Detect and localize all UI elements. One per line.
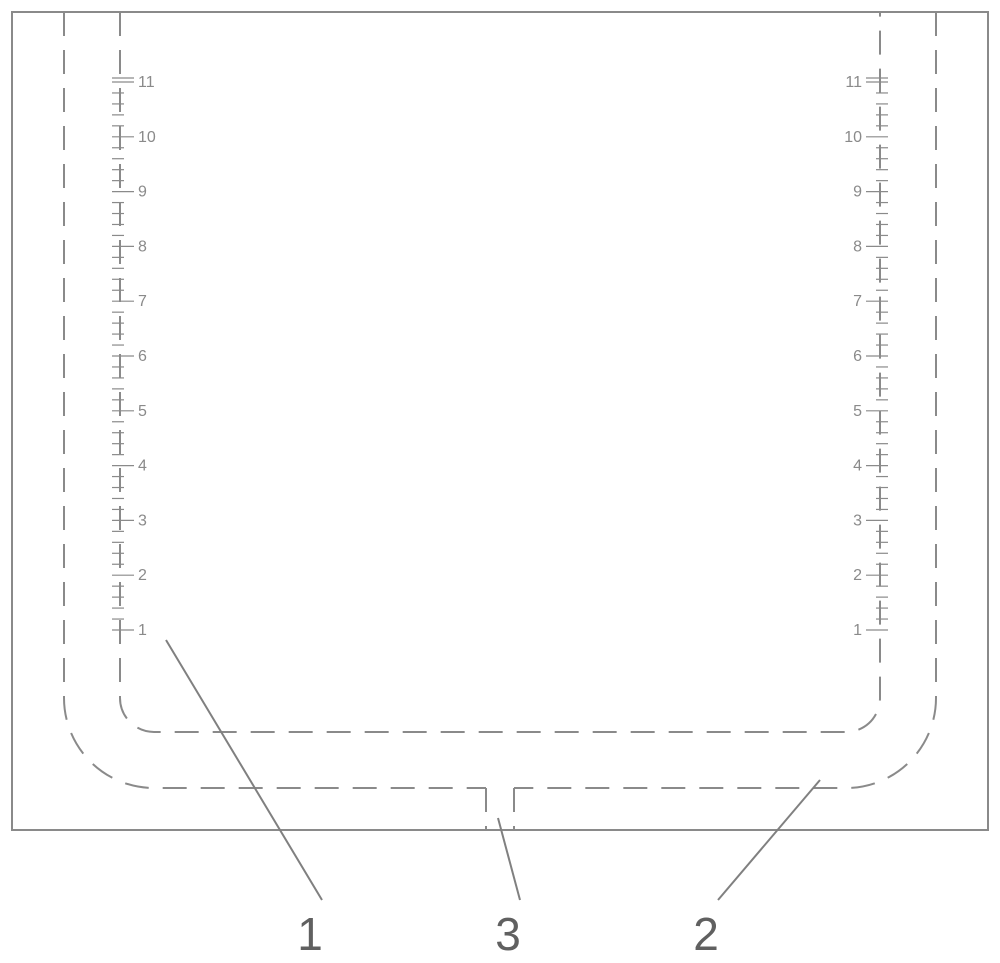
scale-label: 8	[138, 238, 147, 255]
scale-label: 2	[853, 567, 862, 584]
scale-label: 3	[138, 512, 147, 529]
scale-label: 5	[138, 403, 147, 420]
scale-label: 6	[853, 348, 862, 365]
scale-label: 11	[138, 74, 155, 91]
scale-label: 8	[853, 238, 862, 255]
callout-label-2: 2	[693, 908, 719, 960]
scale-label: 5	[853, 403, 862, 420]
scale-label: 11	[845, 74, 862, 91]
callout-label-3: 3	[495, 908, 521, 960]
scale-label: 9	[138, 184, 147, 201]
scale-label: 1	[138, 622, 147, 639]
scale-label: 6	[138, 348, 147, 365]
scale-label: 10	[844, 129, 862, 146]
callout-label-1: 1	[297, 908, 323, 960]
scale-label: 10	[138, 129, 156, 146]
scale-label: 9	[853, 184, 862, 201]
scale-label: 1	[853, 622, 862, 639]
scale-label: 2	[138, 567, 147, 584]
scale-label: 4	[138, 458, 147, 475]
scale-label: 7	[138, 293, 147, 310]
scale-label: 7	[853, 293, 862, 310]
scale-label: 4	[853, 458, 862, 475]
scale-label: 3	[853, 512, 862, 529]
